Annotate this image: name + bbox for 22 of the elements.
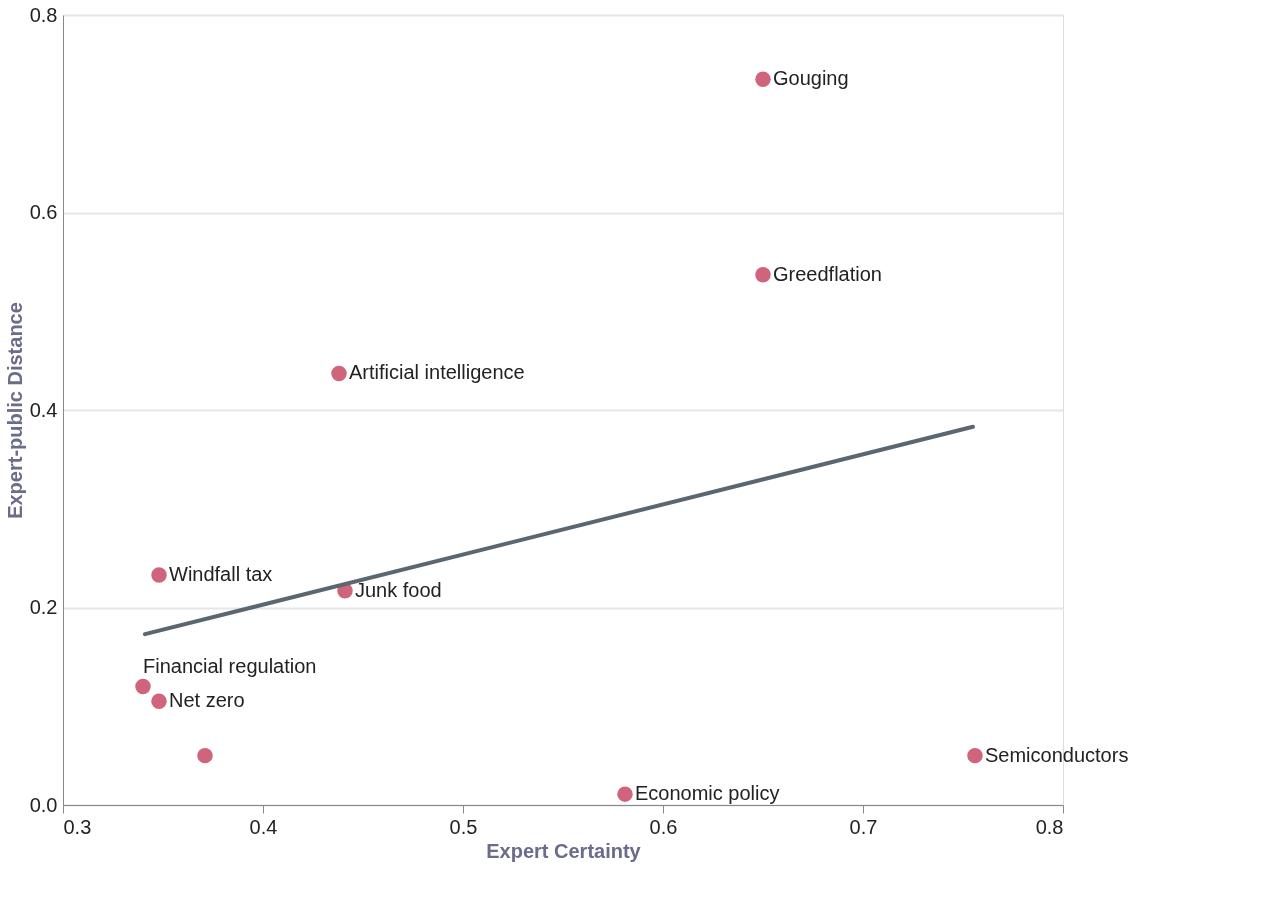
y-tick-label: 0.2 (29, 596, 58, 618)
y-tick-label: 0.0 (29, 793, 58, 816)
x-tick-label: 0.6 (649, 815, 678, 838)
annotation: Windfall tax (169, 562, 273, 585)
y-tick-label: 0.4 (29, 398, 58, 421)
annotation: Semiconductors (985, 743, 1129, 766)
x-tick-label: 0.7 (849, 815, 878, 838)
y-tick-label: 0.6 (29, 201, 58, 223)
x-axis-title: Expert Certainty (486, 839, 642, 862)
annotation: Artificial intelligence (349, 361, 525, 384)
annotation: Greedflation (773, 262, 882, 285)
y-tick-label: 0.8 (29, 3, 58, 26)
x-tick-label: 0.8 (1035, 815, 1064, 838)
annotation: Financial regulation (143, 654, 317, 677)
y-axis-title: Expert-public Distance (3, 302, 26, 519)
x-tick-label: 0.3 (63, 815, 92, 838)
x-tick-label: 0.5 (449, 815, 478, 838)
annotation: Net zero (169, 689, 245, 712)
annotation: Junk food (355, 578, 442, 601)
annotation: Gouging (773, 67, 849, 90)
annotation: Economic policy (635, 782, 780, 805)
x-tick-label: 0.4 (249, 815, 278, 838)
